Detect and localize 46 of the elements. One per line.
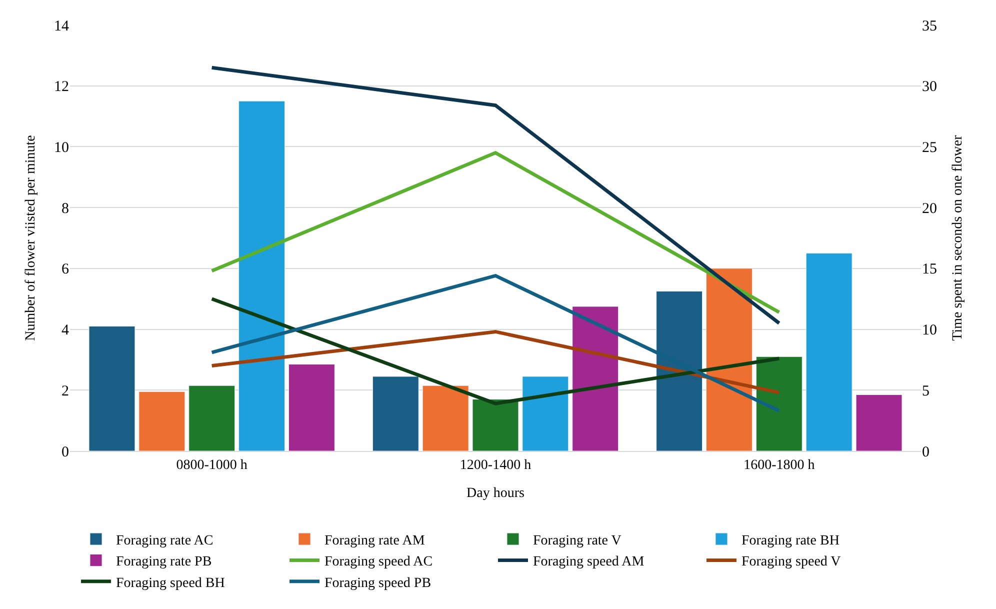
x-axis-title: Day hours <box>466 486 524 502</box>
y-tick-label: 8 <box>62 200 69 217</box>
legend-label: Foraging speed V <box>741 554 841 570</box>
y-tick-label: 6 <box>62 262 70 278</box>
bar <box>856 394 902 451</box>
legend-label: Foraging speed PB <box>324 576 432 591</box>
bar <box>238 100 285 451</box>
bar <box>706 268 752 451</box>
bar <box>472 399 519 451</box>
y-tick-label: 14 <box>54 18 70 34</box>
bar <box>806 252 852 451</box>
bar <box>138 391 186 451</box>
y2-tick-label: 5 <box>922 383 930 400</box>
y2-tick-label: 15 <box>922 262 937 278</box>
bar <box>88 326 136 451</box>
bar <box>188 385 236 451</box>
bar <box>522 376 569 451</box>
y-tick-label: 10 <box>54 140 69 156</box>
y2-tick-label: 25 <box>922 140 937 156</box>
legend-label: Foraging rate AM <box>324 533 426 548</box>
y2-axis-title: Time spent in seconds on one flower <box>950 134 966 341</box>
legend-label: Foraging rate BH <box>741 533 840 548</box>
bar <box>572 306 619 451</box>
y2-tick-label: 35 <box>922 18 937 34</box>
y-axis-title: Number of flower viisted per minute <box>24 135 39 341</box>
y2-tick-label: 10 <box>922 322 937 339</box>
legend-label: Foraging rate PB <box>116 554 212 570</box>
y2-tick-label: 20 <box>922 200 937 217</box>
legend-label: Foraging speed BH <box>116 576 225 591</box>
legend-label: Foraging speed AC <box>324 554 433 570</box>
y-tick-label: 12 <box>54 79 69 96</box>
bar <box>372 376 419 451</box>
legend-label: Foraging speed AM <box>532 554 645 570</box>
y2-tick-label: 0 <box>922 444 930 460</box>
legend-label: Foraging rate AC <box>116 533 214 548</box>
y-tick-label: 4 <box>62 322 70 339</box>
bar <box>288 364 335 451</box>
bar <box>422 385 469 451</box>
x-tick-label: 0800-1000 h <box>176 458 248 473</box>
bar <box>756 356 802 451</box>
y-tick-label: 0 <box>62 444 69 460</box>
x-tick-label: 1600-1800 h <box>744 458 815 473</box>
y-tick-label: 2 <box>62 383 69 400</box>
x-tick-label: 1200-1400 h <box>460 458 532 473</box>
y2-tick-label: 30 <box>922 79 937 96</box>
legend-label: Foraging rate V <box>532 533 622 548</box>
